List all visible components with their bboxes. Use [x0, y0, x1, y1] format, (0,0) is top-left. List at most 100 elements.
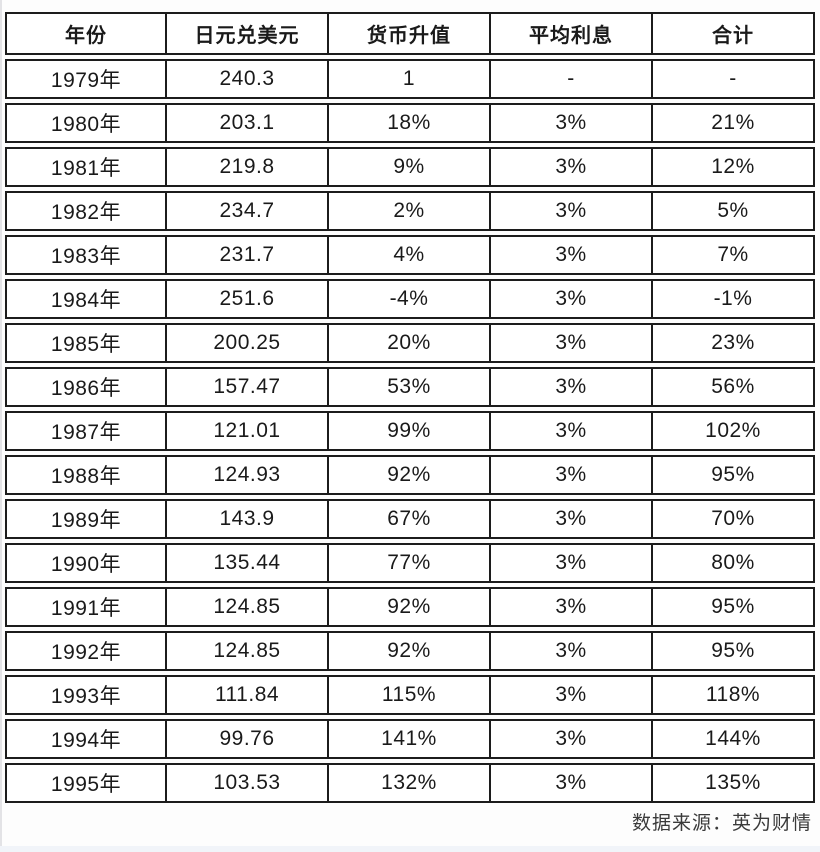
- value-cell: 95%: [653, 455, 815, 495]
- table-row: 1984年 251.6 -4% 3% -1%: [5, 279, 815, 319]
- table-row: 1994年 99.76 141% 3% 144%: [5, 719, 815, 759]
- value-cell: 144%: [653, 719, 815, 759]
- value-cell: 203.1: [167, 103, 329, 143]
- table-row: 1983年 231.7 4% 3% 7%: [5, 235, 815, 275]
- value-cell: 3%: [491, 235, 653, 275]
- value-cell: 124.93: [167, 455, 329, 495]
- value-cell: 12%: [653, 147, 815, 187]
- left-edge-line: [0, 0, 2, 852]
- header-cell: 年份: [5, 12, 167, 55]
- table-header-row: 年份 日元兑美元 货币升值 平均利息 合计: [5, 12, 815, 55]
- year-cell: 1981年: [5, 147, 167, 187]
- value-cell: 3%: [491, 323, 653, 363]
- year-cell: 1995年: [5, 763, 167, 803]
- value-cell: 23%: [653, 323, 815, 363]
- value-cell: 1: [329, 59, 491, 99]
- value-cell: 3%: [491, 103, 653, 143]
- value-cell: 21%: [653, 103, 815, 143]
- value-cell: 80%: [653, 543, 815, 583]
- value-cell: 3%: [491, 455, 653, 495]
- year-cell: 1984年: [5, 279, 167, 319]
- table-row: 1981年 219.8 9% 3% 12%: [5, 147, 815, 187]
- value-cell: 240.3: [167, 59, 329, 99]
- value-cell: 118%: [653, 675, 815, 715]
- value-cell: 3%: [491, 543, 653, 583]
- value-cell: -: [491, 59, 653, 99]
- value-cell: 234.7: [167, 191, 329, 231]
- value-cell: 7%: [653, 235, 815, 275]
- year-cell: 1980年: [5, 103, 167, 143]
- table-row: 1985年 200.25 20% 3% 23%: [5, 323, 815, 363]
- value-cell: 3%: [491, 147, 653, 187]
- table-row: 1980年 203.1 18% 3% 21%: [5, 103, 815, 143]
- value-cell: -4%: [329, 279, 491, 319]
- header-cell: 平均利息: [491, 12, 653, 55]
- header-cell: 合计: [653, 12, 815, 55]
- year-cell: 1993年: [5, 675, 167, 715]
- value-cell: 157.47: [167, 367, 329, 407]
- value-cell: 20%: [329, 323, 491, 363]
- value-cell: 111.84: [167, 675, 329, 715]
- value-cell: 3%: [491, 279, 653, 319]
- value-cell: 53%: [329, 367, 491, 407]
- table-body: 1979年 240.3 1- -1980年 203.1 18% 3% 21% 1981年 219.…: [5, 59, 815, 803]
- value-cell: 141%: [329, 719, 491, 759]
- year-cell: 1990年: [5, 543, 167, 583]
- value-cell: 231.7: [167, 235, 329, 275]
- value-cell: 124.85: [167, 631, 329, 671]
- value-cell: 18%: [329, 103, 491, 143]
- table-row: 1989年 143.9 67% 3% 70%: [5, 499, 815, 539]
- value-cell: 3%: [491, 367, 653, 407]
- value-cell: 77%: [329, 543, 491, 583]
- value-cell: 3%: [491, 411, 653, 451]
- value-cell: 251.6: [167, 279, 329, 319]
- value-cell: 2%: [329, 191, 491, 231]
- year-cell: 1982年: [5, 191, 167, 231]
- value-cell: -1%: [653, 279, 815, 319]
- value-cell: 121.01: [167, 411, 329, 451]
- table-row: 1979年 240.3 1- -: [5, 59, 815, 99]
- table-row: 1987年 121.01 99% 3% 102%: [5, 411, 815, 451]
- value-cell: 9%: [329, 147, 491, 187]
- value-cell: 3%: [491, 191, 653, 231]
- value-cell: 56%: [653, 367, 815, 407]
- value-cell: 3%: [491, 587, 653, 627]
- year-cell: 1991年: [5, 587, 167, 627]
- value-cell: 92%: [329, 631, 491, 671]
- year-cell: 1983年: [5, 235, 167, 275]
- year-cell: 1986年: [5, 367, 167, 407]
- table-row: 1993年 111.84 115% 3% 118%: [5, 675, 815, 715]
- value-cell: 5%: [653, 191, 815, 231]
- value-cell: 103.53: [167, 763, 329, 803]
- value-cell: 70%: [653, 499, 815, 539]
- value-cell: 99.76: [167, 719, 329, 759]
- table-row: 1995年 103.53 132% 3% 135%: [5, 763, 815, 803]
- source-caption: 数据来源：英为财情: [631, 813, 812, 834]
- header-cell: 货币升值: [329, 12, 491, 55]
- value-cell: 95%: [653, 631, 815, 671]
- bottom-strip: [0, 846, 820, 852]
- value-cell: 3%: [491, 675, 653, 715]
- exchange-rate-table: 年份 日元兑美元 货币升值 平均利息 合计 1979年 240.3 1- -1980年 203.…: [5, 12, 815, 807]
- year-cell: 1987年: [5, 411, 167, 451]
- table-row: 1982年 234.7 2% 3% 5%: [5, 191, 815, 231]
- value-cell: 92%: [329, 455, 491, 495]
- year-cell: 1989年: [5, 499, 167, 539]
- value-cell: 3%: [491, 763, 653, 803]
- year-cell: 1985年: [5, 323, 167, 363]
- value-cell: 135.44: [167, 543, 329, 583]
- header-cell: 日元兑美元: [167, 12, 329, 55]
- value-cell: 115%: [329, 675, 491, 715]
- table-row: 1990年 135.44 77% 3% 80%: [5, 543, 815, 583]
- value-cell: 99%: [329, 411, 491, 451]
- year-cell: 1994年: [5, 719, 167, 759]
- value-cell: 102%: [653, 411, 815, 451]
- value-cell: 3%: [491, 499, 653, 539]
- value-cell: 143.9: [167, 499, 329, 539]
- value-cell: 132%: [329, 763, 491, 803]
- value-cell: 92%: [329, 587, 491, 627]
- value-cell: 3%: [491, 719, 653, 759]
- value-cell: -: [653, 59, 815, 99]
- value-cell: 200.25: [167, 323, 329, 363]
